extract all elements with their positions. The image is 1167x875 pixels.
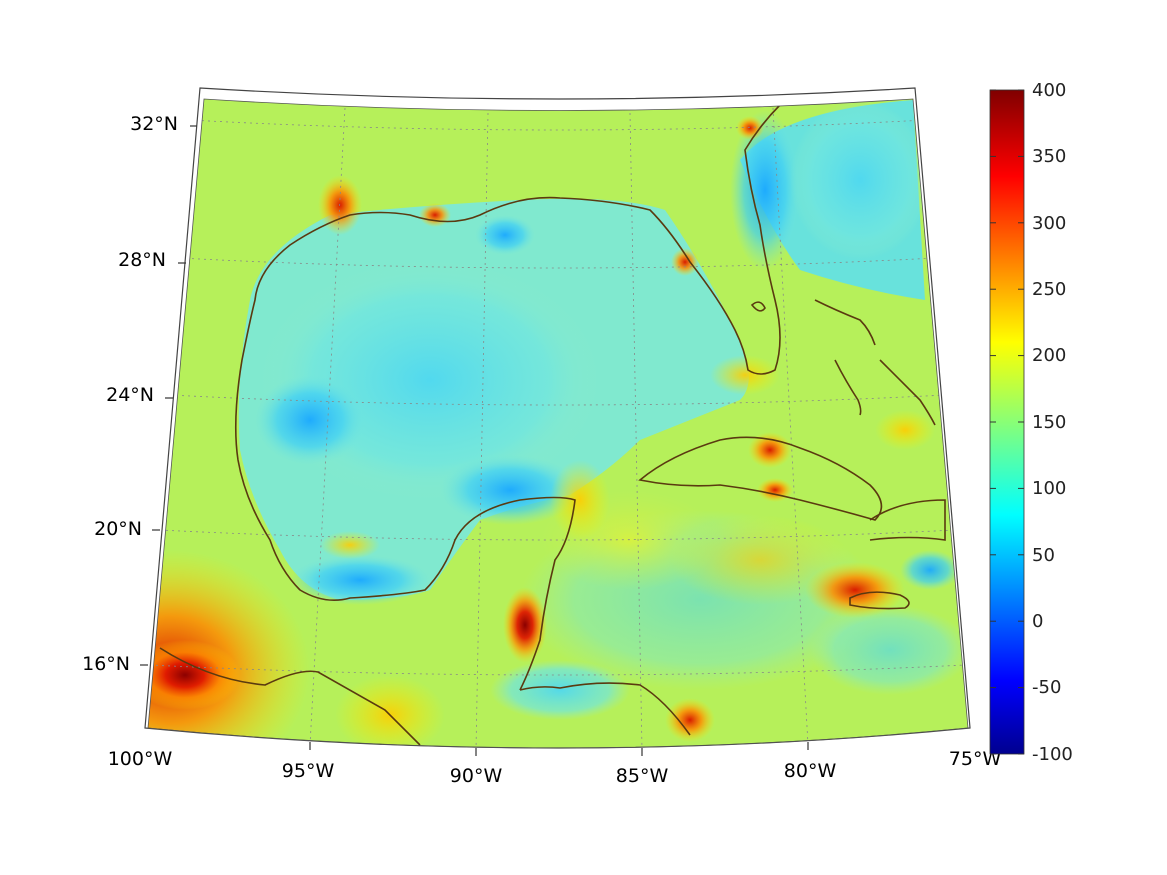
- coast-bahamas-c: [879, 359, 936, 426]
- lon-label-95: 95°W: [282, 760, 335, 782]
- atlantic-cyan: [790, 100, 930, 260]
- parallel-16: [149, 664, 966, 676]
- latitude-labels: 32°N 28°N 24°N 20°N 16°N: [82, 113, 178, 675]
- lon-label-75: 75°W: [949, 748, 1002, 770]
- hot-florida-keys: [710, 355, 780, 395]
- colorbar-label-400: 400: [1032, 80, 1066, 101]
- gulf-sw: [290, 555, 430, 605]
- coastlines: [159, 104, 946, 746]
- warm-campeche: [550, 460, 610, 540]
- lon-label-85: 85°W: [616, 765, 669, 787]
- lat-label-32: 32°N: [130, 113, 178, 135]
- gulf-west: [255, 375, 365, 465]
- colorbar-label-neg100: -100: [1032, 744, 1073, 765]
- carib-e: [900, 550, 960, 590]
- hot-louisiana: [419, 203, 451, 227]
- hot-georgia: [736, 116, 764, 140]
- gulf-south: [440, 455, 580, 525]
- carib-f: [490, 660, 630, 720]
- meridian-85: [629, 112, 643, 748]
- hot-cuba-east: [757, 478, 793, 502]
- coast-lake-okeechobee: [750, 301, 766, 312]
- coast-bahamas-a: [814, 299, 876, 346]
- parallel-20: [159, 529, 956, 541]
- colorbar: 400 350 300 250 200 150 100 50 0 -50 -10…: [989, 80, 1073, 765]
- coast-gulf: [159, 104, 781, 746]
- parallel-28: [179, 257, 936, 269]
- graticule: [149, 107, 966, 748]
- lat-label-24: 24°N: [106, 384, 154, 406]
- frame-ticks: [140, 125, 809, 756]
- colorbar-label-neg50: -50: [1032, 677, 1061, 698]
- colorbar-label-50: 50: [1032, 545, 1055, 566]
- colorbar-label-350: 350: [1032, 146, 1066, 167]
- colorbar-label-0: 0: [1032, 611, 1043, 632]
- colorbar-ticks: [990, 89, 1024, 755]
- lat-label-28: 28°N: [118, 249, 166, 271]
- carib-c: [670, 515, 850, 605]
- meridian-95: [309, 107, 346, 746]
- coast-jamaica: [849, 591, 910, 610]
- carib-d: [810, 605, 968, 695]
- colorbar-label-150: 150: [1032, 412, 1066, 433]
- hot-jamaica: [805, 562, 905, 618]
- coast-bahamas-b: [834, 359, 862, 416]
- gulf-n: [475, 215, 535, 255]
- colorbar-label-250: 250: [1032, 279, 1066, 300]
- coast-cuba: [638, 436, 883, 521]
- colorbar-labels: 400 350 300 250 200 150 100 50 0 -50 -10…: [1032, 80, 1073, 765]
- parallel-32: [189, 119, 926, 131]
- meridian-90: [475, 112, 489, 748]
- hot-southwest-core: [148, 640, 240, 710]
- hot-honduras: [665, 698, 715, 742]
- hot-belize: [503, 587, 547, 663]
- lat-label-20: 20°N: [94, 518, 142, 540]
- lon-label-80: 80°W: [784, 760, 837, 782]
- hot-tampa: [671, 248, 699, 276]
- colorbar-label-100: 100: [1032, 478, 1066, 499]
- map-field: [148, 99, 968, 748]
- map-frame-inner: [147, 98, 969, 749]
- colorbar-label-300: 300: [1032, 213, 1066, 234]
- longitude-labels: 100°W 95°W 90°W 85°W 80°W 75°W: [108, 748, 1002, 787]
- meridian-80: [772, 107, 809, 746]
- hot-bahamas: [875, 410, 935, 450]
- atlantic-blue: [730, 110, 800, 270]
- colorbar-label-200: 200: [1032, 345, 1066, 366]
- coast-central-america: [519, 682, 691, 736]
- lon-label-90: 90°W: [450, 765, 503, 787]
- coast-hispaniola: [869, 499, 946, 541]
- lon-label-100: 100°W: [108, 748, 173, 770]
- lat-label-16: 16°N: [82, 653, 130, 675]
- warm-bay: [320, 531, 380, 559]
